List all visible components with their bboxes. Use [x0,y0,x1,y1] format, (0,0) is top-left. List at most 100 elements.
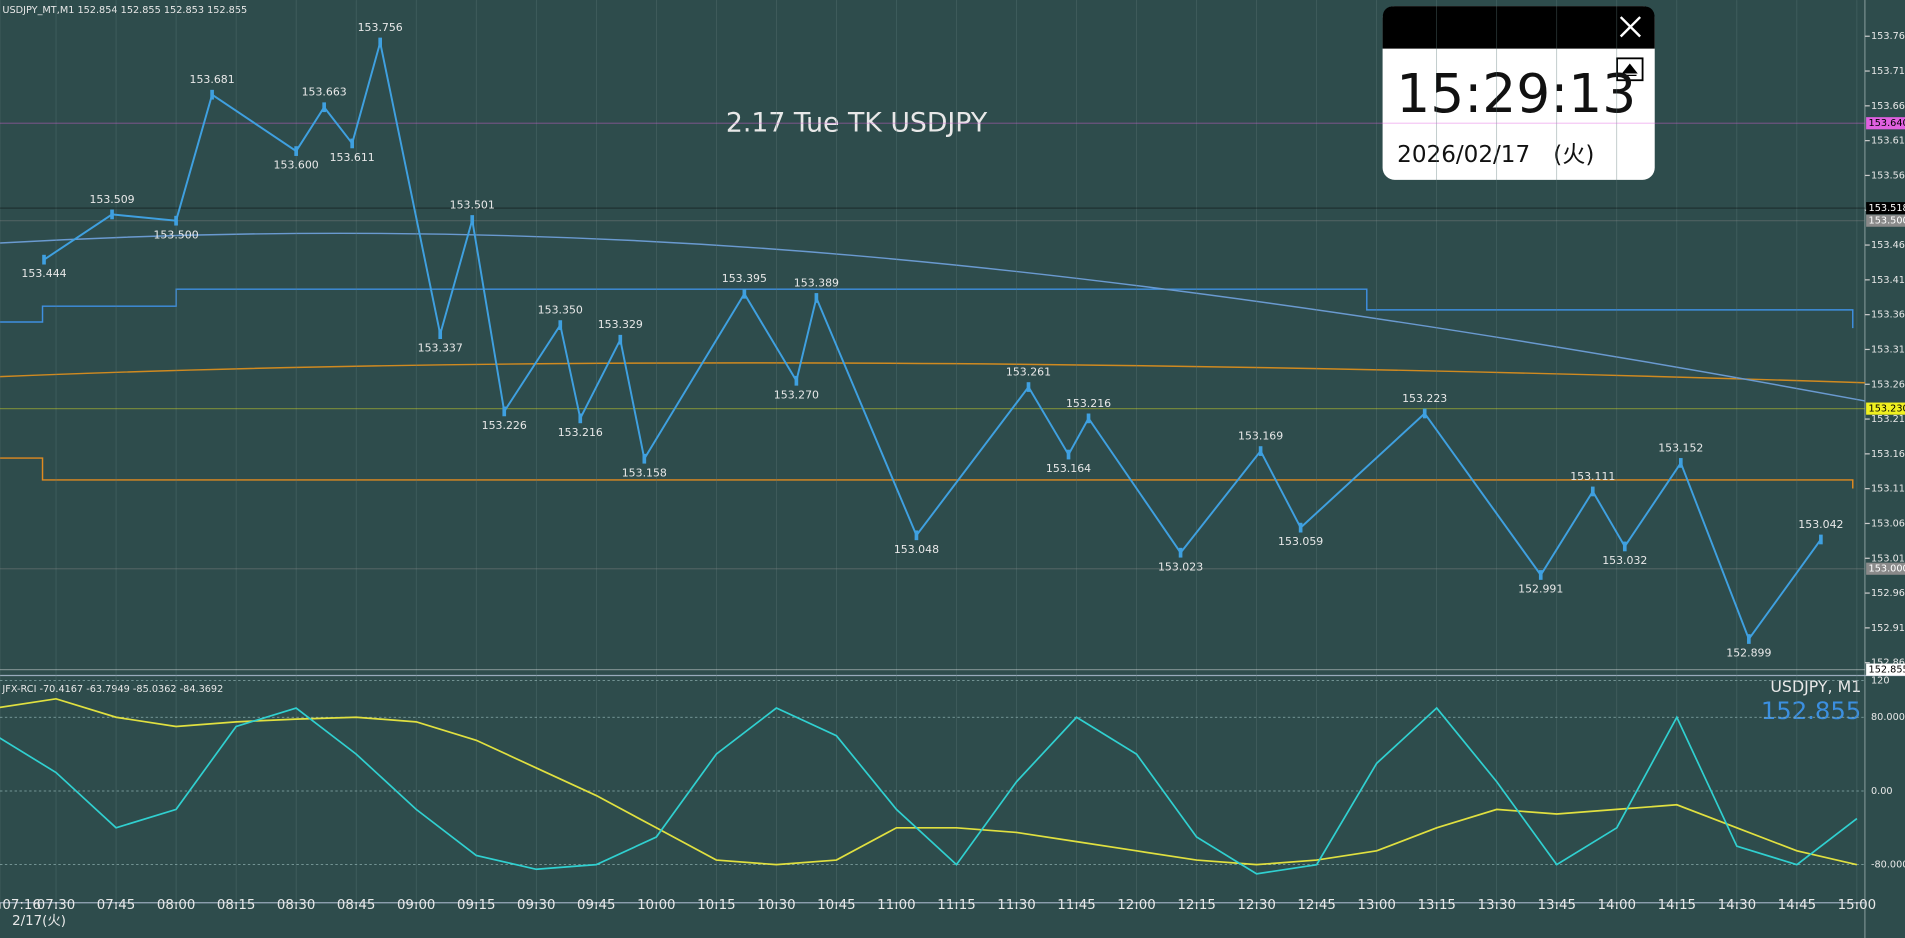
x-tick-label: 12:45 [1297,898,1335,913]
price-annotation: 153.152 [1658,441,1703,454]
moving-average [0,232,1866,402]
price-annotation: 153.600 [274,159,319,172]
price-marker-label: 153.000 [1869,564,1905,575]
y-tick-label: 153.165 [1871,449,1905,460]
price-point [1538,570,1543,580]
price-point [322,102,326,113]
price-point [438,329,443,340]
price-annotation: 153.226 [482,419,527,432]
x-tick-label: 15:00 [1838,898,1877,913]
price-point [350,138,354,149]
price-annotation: 153.509 [89,193,134,206]
clock-widget: 15:29:13 2026/02/17 (火) [1382,6,1655,180]
x-tick-label: 08:15 [217,898,256,913]
clock-panel [1382,6,1655,180]
price-point [1678,458,1683,468]
price-point [1026,382,1031,392]
rci-line [0,697,1858,866]
x-tick-label: 08:30 [277,898,316,913]
price-point [642,453,647,464]
x-tick-label: 14:30 [1718,898,1757,913]
x-tick-label: 08:00 [157,898,196,913]
price-marker-label: 153.518 [1869,203,1905,214]
price-point [814,293,819,303]
date-label: 2/17(火) [12,914,66,929]
price-annotation: 153.059 [1278,535,1323,548]
price-line [43,42,1822,642]
price-point [1747,634,1751,644]
overlay-symbol: USDJPY, M1 [1770,677,1861,696]
x-tick-label: 11:00 [877,898,916,913]
price-point [1590,486,1595,497]
y-tick-label: 153.565 [1871,170,1905,181]
x-tick-label: 10:30 [757,898,796,913]
price-annotation: 153.389 [794,276,839,289]
y-tick-label: 153.315 [1871,344,1905,355]
price-annotation: 153.350 [538,304,583,317]
overlay-price: 152.855 [1761,696,1861,725]
indicator-title: JFX-RCI -70.4167 -63.7949 -85.0362 -84.3… [1,684,223,695]
price-annotation: 153.756 [358,21,403,34]
price-annotation: 153.501 [450,198,495,211]
x-tick-label: 11:45 [1057,898,1096,913]
y-tick-label: 153.665 [1871,101,1905,112]
x-tick-label: 07:30 [37,898,76,913]
y-tick-label: 153.615 [1871,136,1905,147]
x-tick-label: 07:16 [2,898,41,913]
y-tick-label: 152.915 [1871,623,1905,634]
x-tick-label: 12:15 [1177,898,1216,913]
price-point [578,413,583,424]
y-tick-label: 152.965 [1871,588,1905,599]
rci-line [0,706,1858,875]
x-tick-label: 14:45 [1778,898,1817,913]
price-annotation: 153.032 [1602,554,1647,567]
y-tick-label: 153.715 [1871,66,1905,77]
x-tick-label: 13:15 [1417,898,1456,913]
price-annotation: 153.663 [302,86,347,99]
price-annotation: 153.261 [1006,365,1051,378]
price-annotation: 153.270 [774,388,819,401]
price-point [914,530,919,541]
pin-icon [1621,63,1638,76]
price-annotation: 153.164 [1046,462,1091,475]
x-tick-label: 10:45 [817,898,856,913]
price-annotation: 153.158 [622,466,667,479]
x-tick-label: 11:15 [937,898,976,913]
x-tick-label: 12:00 [1117,898,1155,913]
price-point [110,209,114,220]
x-tick-label: 10:00 [637,898,676,913]
price-marker [1866,117,1905,130]
x-tick-label: 09:30 [517,898,556,913]
clock-time: 15:29:13 [1396,62,1636,125]
price-point [378,37,383,48]
price-point [502,406,507,417]
x-tick-label: 10:15 [697,898,736,913]
price-annotation: 153.223 [1402,392,1447,405]
level-line [0,457,1854,489]
price-point [1422,408,1427,419]
x-tick-label: 09:15 [457,898,496,913]
price-annotation: 153.042 [1798,518,1843,531]
price-marker-label: 153.640 [1869,118,1905,129]
price-point [1258,446,1263,456]
price-point [794,375,799,386]
price-annotation: 153.681 [190,73,235,86]
x-tick-label: 09:45 [577,898,616,913]
y-tick-label: 153.265 [1871,379,1905,390]
y-tick-label: 0.00 [1871,786,1893,797]
price-annotation: 153.169 [1238,430,1283,443]
price-point [558,320,563,330]
price-point [1178,547,1183,558]
y-tick-label: 153.765 [1871,31,1905,42]
price-annotation: 153.048 [894,543,939,556]
price-marker [1866,214,1905,227]
clock-date: 2026/02/17 (火) [1397,142,1594,168]
y-tick-label: 153.015 [1871,553,1905,564]
x-tick-label: 12:30 [1237,898,1276,913]
x-tick-label: 14:00 [1598,898,1637,913]
close-button[interactable] [1619,16,1642,38]
price-marker [1866,402,1905,415]
y-tick-label: 153.415 [1871,275,1905,286]
